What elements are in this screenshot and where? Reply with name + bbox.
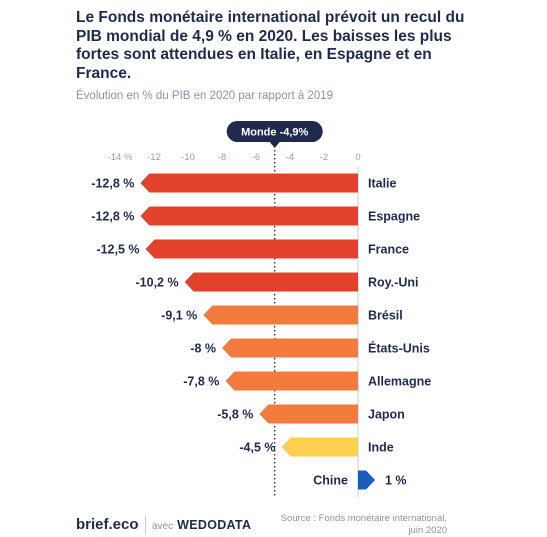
chart-title: Le Fonds monétaire international prévoit…: [76, 9, 465, 82]
x-tick-label: 0: [355, 152, 360, 163]
footer-divider: [145, 515, 146, 535]
x-tick-label: -10: [181, 152, 195, 163]
bar-1: [140, 206, 358, 226]
chart-subtitle: Évolution en % du PIB en 2020 par rappor…: [76, 90, 334, 102]
world-reference-pointer: [269, 142, 280, 148]
bar-7: [259, 404, 358, 424]
world-reference-badge: [226, 121, 323, 142]
x-tick-label: -6: [252, 152, 260, 163]
category-label: États-Unis: [368, 341, 430, 356]
bar-4: [203, 305, 358, 325]
value-label: -7,8 %: [183, 375, 219, 389]
category-label: France: [368, 243, 409, 257]
value-label: 1 %: [385, 474, 407, 488]
value-label: -12,5 %: [96, 243, 139, 257]
bar-9: [358, 470, 375, 490]
bar-chart: -14 % -12 -10 -8 -6 -4 -2 0 Monde -4,9% -12,8 % It…: [91, 121, 431, 497]
value-label: -8 %: [190, 342, 216, 356]
x-tick-label: -4: [286, 152, 294, 163]
category-label: Brésil: [368, 309, 403, 323]
avec-label: avec: [152, 521, 174, 532]
category-label: Allemagne: [368, 375, 431, 389]
value-label: -10,2 %: [136, 276, 179, 290]
x-tick-label: -8: [218, 152, 226, 163]
bar-5: [222, 338, 358, 358]
bar-0: [140, 173, 358, 193]
partner-logo: WEDODATA: [177, 518, 252, 532]
category-label: Chine: [313, 474, 348, 488]
value-label: -12,8 %: [91, 177, 134, 191]
x-tick-label: -12: [147, 152, 161, 163]
category-label: Espagne: [368, 210, 420, 224]
footer-branding: brief.eco: [76, 516, 139, 533]
source-note: Source : Fonds monétaire international, …: [280, 513, 447, 536]
value-label: -4,5 %: [239, 441, 275, 455]
category-label: Italie: [368, 177, 397, 191]
bar-6: [225, 371, 358, 391]
value-label: -5,8 %: [217, 408, 253, 422]
x-tick-label: -2: [320, 152, 328, 163]
category-label: Japon: [368, 408, 405, 422]
brand-logo: brief.eco: [76, 516, 139, 533]
bar-3: [184, 272, 358, 292]
value-label: -9,1 %: [161, 309, 197, 323]
partner-block: avec WEDODATA: [152, 518, 251, 532]
x-tick-label: -14 %: [108, 152, 133, 163]
value-label: -12,8 %: [91, 210, 134, 224]
category-label: Roy.-Uni: [368, 276, 418, 290]
bar-8: [281, 437, 358, 457]
category-label: Inde: [368, 441, 394, 455]
bar-2: [145, 239, 358, 259]
world-reference-label: Monde -4,9%: [241, 127, 308, 139]
